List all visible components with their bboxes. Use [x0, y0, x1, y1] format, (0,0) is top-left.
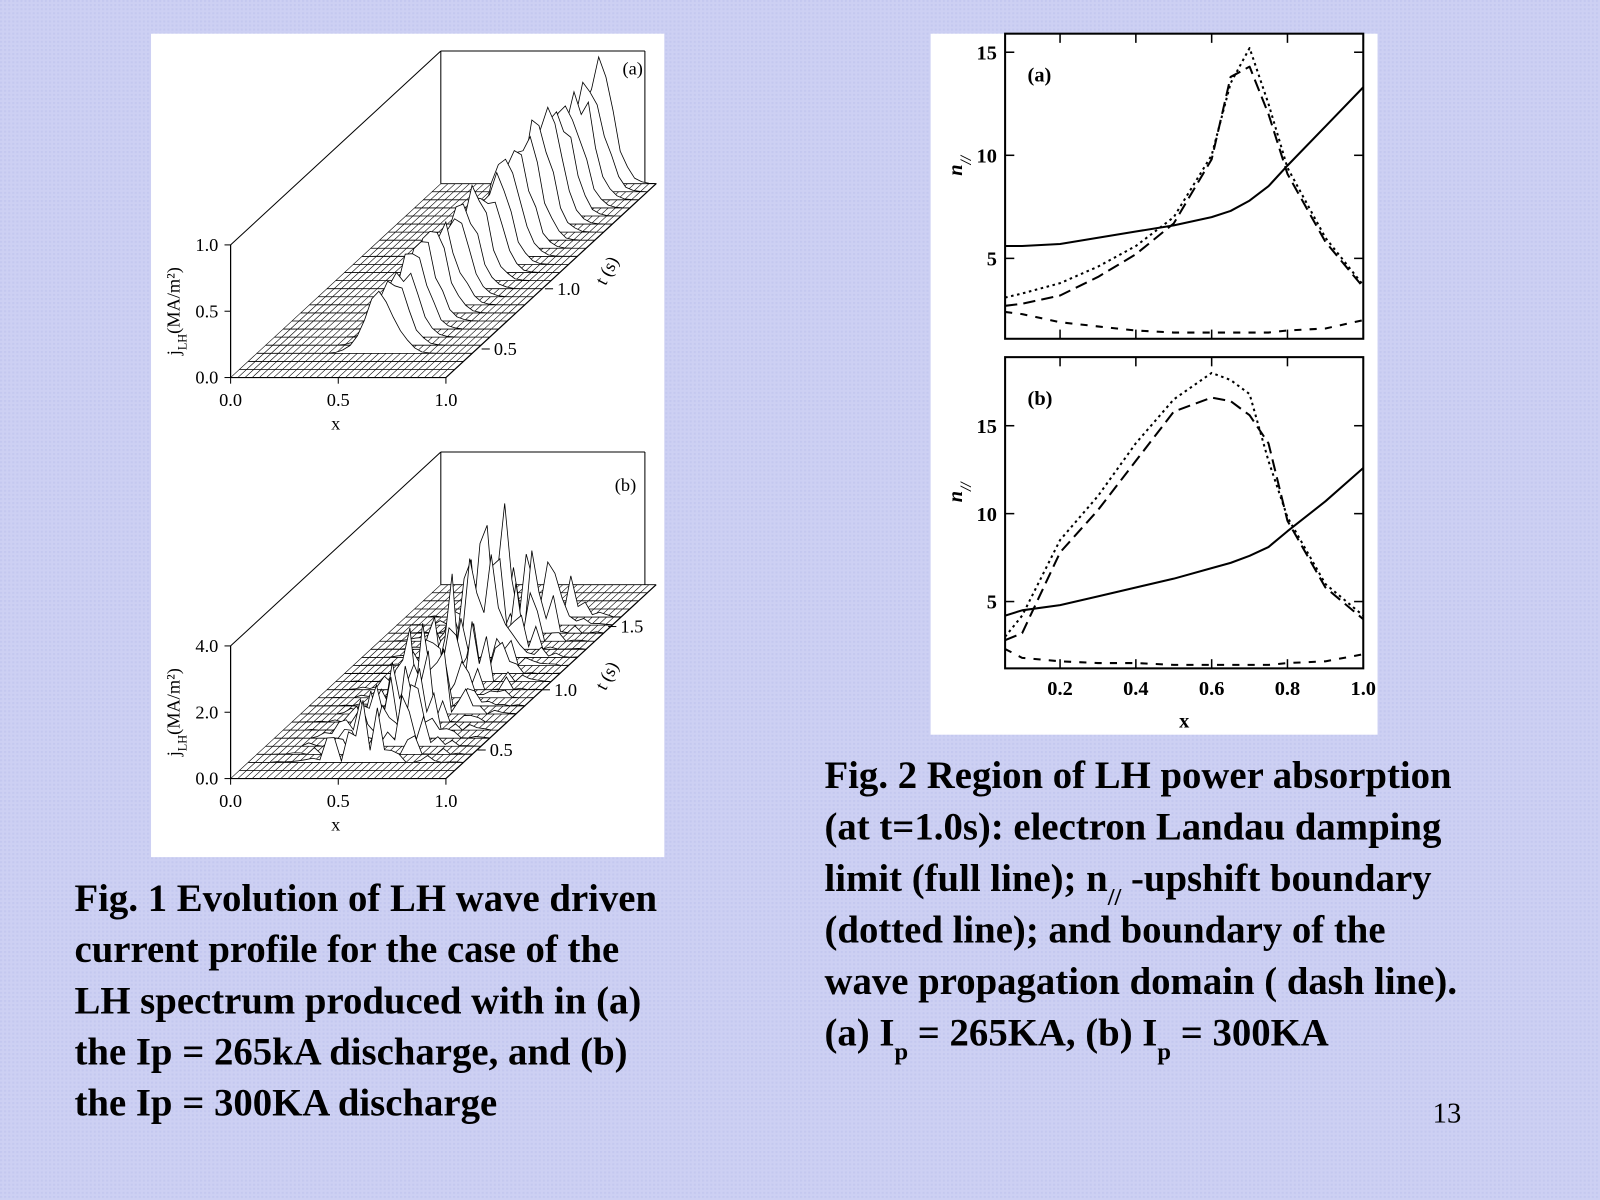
x-axis-label: x [331, 815, 340, 835]
x-tick-label: 0.2 [1047, 678, 1073, 700]
z-tick-label: 4.0 [195, 636, 218, 656]
y-label-main: n [945, 491, 967, 502]
z-axis-label: jLH(MA/m²) [164, 267, 190, 356]
axes-frame [1004, 356, 1365, 670]
series-line [1005, 86, 1364, 248]
x-axis-label: x [331, 414, 340, 434]
surface-strip [361, 554, 578, 658]
x-tick-label: 0.0 [219, 390, 242, 410]
z-label-main: j [164, 751, 184, 757]
z-axis-label: jLH(MA/m²) [164, 668, 190, 757]
caption-line: the Ip = 300KA discharge [74, 1081, 497, 1124]
x-axis-label: x [1179, 711, 1190, 733]
y-tick-label: 5 [987, 592, 997, 614]
caption-line: limit (full line); n// -upshift boundary [824, 857, 1431, 910]
z-label-sub: LH [176, 334, 190, 350]
frame-edge [230, 50, 442, 246]
t-tick-label: 1.5 [620, 617, 643, 637]
z-tick-label: 1.0 [195, 235, 218, 255]
page-number: 13 [1433, 1098, 1462, 1129]
caption-line: Fig. 1 Evolution of LH wave driven [74, 877, 657, 920]
y-tick-label: 15 [977, 42, 997, 64]
line-chart: 5 10 15 (a) n// [945, 32, 1365, 340]
y-label-main: n [945, 164, 967, 175]
surface-strip [256, 290, 473, 354]
x-tick-label: 0.5 [327, 791, 350, 811]
x-tick-label: 1.0 [434, 791, 457, 811]
series-line [1005, 467, 1364, 617]
subscript: // [1107, 883, 1123, 910]
z-label-unit: (MA/m²) [164, 668, 185, 735]
surface-strip [248, 700, 464, 763]
caption-text: = 300KA [1171, 1011, 1329, 1054]
y-tick-label: 10 [977, 145, 997, 167]
y-label-sub: // [958, 154, 975, 165]
subscript: p [894, 1038, 908, 1065]
x-tick-label: 0.0 [219, 791, 242, 811]
panel-label: (b) [615, 475, 636, 496]
caption-line: (dotted line); and boundary of the [824, 908, 1385, 951]
caption-line: wave propagation domain ( dash line). [824, 960, 1457, 1003]
x-tick-label: 0.6 [1199, 678, 1225, 700]
series-line [1005, 396, 1364, 642]
t-tick-label: 1.0 [554, 680, 577, 700]
y-tick-label: 10 [977, 504, 997, 526]
caption-text: wave propagation domain ( dash line). [824, 960, 1457, 1003]
x-tick-label: 0.4 [1123, 678, 1149, 700]
caption-text: = 265KA, (b) I [908, 1011, 1157, 1054]
x-tick-label: 0.8 [1275, 678, 1301, 700]
caption-text: Fig. 2 Region of LH power absorption [824, 754, 1451, 797]
caption-line: (at t=1.0s): electron Landau damping [824, 805, 1441, 848]
surface-plot: 0.02.04.00.0 0.5 1.0x0.51.01.5t (s)(b)jLH(… [164, 451, 657, 835]
axes-frame [1004, 32, 1365, 340]
z-label-sub: LH [176, 735, 190, 751]
panel-label: (a) [622, 58, 642, 79]
x-tick-label: 0.5 [327, 390, 350, 410]
line-chart: 5 10 15 0.2 0.4 0.6 0.8 1.0 (b) n// x [945, 356, 1377, 733]
series-line [1005, 371, 1364, 638]
z-tick-label: 0.0 [195, 769, 218, 789]
z-label-unit: (MA/m²) [164, 267, 185, 334]
y-label-sub: // [958, 481, 975, 492]
caption-text: limit (full line); n [824, 857, 1107, 900]
subscript: p [1157, 1038, 1171, 1065]
figure2-panel [930, 33, 1378, 735]
surface-strip [283, 665, 499, 731]
caption-line: current profile for the case of the [74, 928, 619, 971]
x-tick-label: 1.0 [1351, 678, 1377, 700]
caption-line: LH spectrum produced with in (a) [74, 979, 641, 1022]
caption-line: Fig. 2 Region of LH power absorption [824, 754, 1451, 797]
y-axis-label: n// [945, 154, 974, 176]
z-tick-label: 2.0 [195, 702, 218, 722]
t-tick-label: 0.5 [494, 339, 517, 359]
y-tick-label: 15 [977, 416, 997, 438]
figure1: 0.00.51.00.0 0.5 1.0x0.51.0t (s)(a)jLH(MA/… [164, 50, 657, 835]
panel-label: (a) [1028, 65, 1052, 87]
surface-strip [274, 683, 491, 740]
x-tick-label: 1.0 [434, 390, 457, 410]
y-axis-label: n// [945, 481, 974, 503]
captions: Fig. 1 Evolution of LH wave driven curren… [74, 754, 1457, 1125]
y-tick-label: 5 [987, 249, 997, 271]
z-tick-label: 0.5 [195, 301, 218, 321]
caption-text: (dotted line); and boundary of the [824, 908, 1385, 951]
caption-text: (a) I [824, 1011, 894, 1054]
frame-edge [230, 451, 442, 647]
caption-line: the Ip = 265kA discharge, and (b) [74, 1030, 627, 1073]
series-line [1005, 47, 1364, 299]
surface-plot: 0.00.51.00.0 0.5 1.0x0.51.0t (s)(a)jLH(MA/… [164, 50, 657, 434]
z-tick-label: 0.0 [195, 368, 218, 388]
t-tick-label: 0.5 [490, 740, 513, 760]
caption-text: -upshift boundary [1121, 857, 1431, 900]
panel-label: (b) [1028, 388, 1053, 410]
t-tick-label: 1.0 [557, 279, 580, 299]
z-label-main: j [164, 350, 184, 356]
series-line [1005, 65, 1364, 307]
caption-line: (a) Ip = 265KA, (b) Ip = 300KA [824, 1011, 1328, 1065]
caption-text: (at t=1.0s): electron Landau damping [824, 805, 1441, 848]
